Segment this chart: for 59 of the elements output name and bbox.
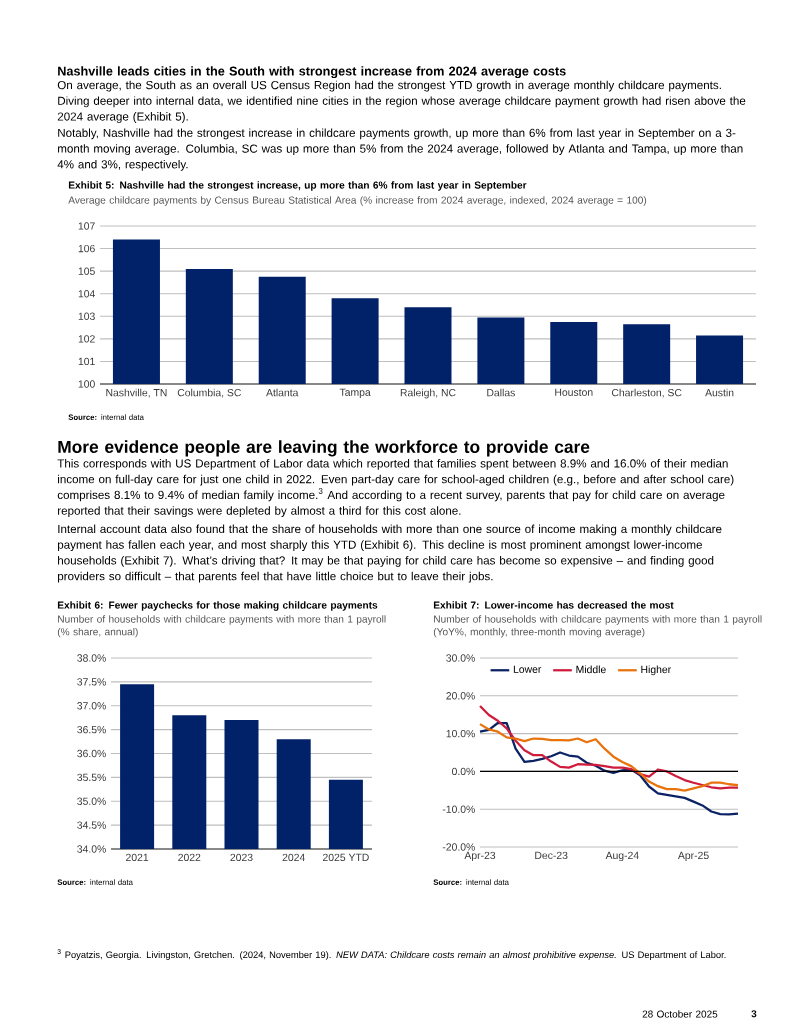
x-tick-label: Houston (555, 388, 593, 396)
text: On average, the South as an overall US Census Region had the strongest YTD growth in average monthly childcare payments. Diving deeper into internal data, we identified nine cities in the region whose average childcare payment growth had risen above the 2024 average (Exhibit 5). (57, 80, 746, 123)
y-tick-label: 107 (78, 222, 95, 230)
chart-title: Exhibit 7: Lower-income has decreased the most (433, 601, 674, 609)
x-tick-label: Austin (705, 388, 734, 397)
text: Notably, Nashville had the strongest increase in childcare payments growth, up more than 6% from last year in September on a 3-month moving average. Columbia, SC was up more than 5% from the 2024 average, followed by Atlanta and Tampa, up more than 4% and 3%, respectively. (57, 128, 743, 171)
x-tick-label: 2023 (230, 853, 253, 862)
text: This corresponds with US Department of Labor data which reported that families spent between 8.9% and 16.0% of their median income on full-day care for just one child in 2022. Even part-day care for school-aged children (e.g., before and after school care) comprises 8.1% to 9.4% of median family income.$^{3}$ And according to a recent survey, parents that pay for child care on average reported that their savings were depleted by almost a third for this cost alone. (57, 459, 734, 518)
text: 28 October 2025 (642, 1010, 718, 1018)
y-tick-label: -10.0% (442, 805, 475, 813)
chart-title: Exhibit 5: Nashville had the strongest increase, up more than 6% from last year in September (68, 181, 527, 191)
y-tick-label: 37.5% (77, 678, 106, 686)
x-tick-label: 2025 YTD (323, 853, 369, 862)
chart-title: Exhibit 6: Fewer paychecks for those making childcare payments (57, 601, 378, 611)
x-tick-label: 2022 (178, 853, 201, 862)
x-tick-label: Columbia, SC (177, 388, 241, 398)
text: More evidence people are leaving the workforce to provide care (58, 440, 590, 457)
y-tick-label: 20.0% (446, 692, 475, 700)
y-tick-label: 100 (78, 380, 95, 388)
x-tick-label: Charleston, SC (611, 388, 682, 398)
y-tick-label: 37.0% (77, 702, 106, 710)
x-tick-label: Nashville, TN (106, 388, 167, 398)
x-tick-label: Dallas (487, 388, 515, 397)
text: 3 (751, 1010, 757, 1018)
x-tick-label: 2021 (126, 853, 149, 862)
chart-subtitle: Number of households with childcare payments with more than 1 payroll (% share, annual) (57, 615, 386, 638)
y-tick-label: 104 (78, 290, 95, 298)
text: Nashville leads cities in the South with strongest increase from 2024 average costs (58, 66, 566, 79)
x-tick-label: Apr-23 (464, 851, 496, 862)
y-tick-label: 106 (78, 244, 95, 253)
y-tick-label: 105 (78, 267, 95, 275)
chart-subtitle: Average childcare payments by Census Bureau Statistical Area (% increase from 2024 average, indexed, 2024 average = 100) (68, 196, 647, 206)
x-tick-label: Tampa (339, 388, 371, 399)
text: $^{3}$ Poyatzis, Georgia. Livingston, Gretchen. (2024, November 19). NEW DATA: Childcare costs remain an almost prohibitive expense. US Department of Labor. (57, 949, 726, 960)
chart-subtitle: Number of households with childcare payments with more than 1 payroll (YoY%, monthly, three-month moving average) (433, 615, 762, 638)
x-tick-label: Dec-23 (535, 851, 568, 860)
y-tick-label: 101 (78, 357, 95, 366)
y-tick-label: 36.5% (77, 725, 106, 734)
y-tick-label: 103 (78, 312, 95, 320)
legend-label: Higher (641, 665, 671, 676)
y-tick-label: 36.0% (77, 749, 106, 758)
legend-label: Lower (513, 665, 542, 673)
y-tick-label: 34.5% (77, 821, 106, 829)
legend-label: Middle (576, 665, 606, 674)
y-tick-label: 35.5% (77, 773, 106, 782)
y-tick-label: -20.0% (442, 843, 475, 851)
x-tick-label: Apr-25 (677, 851, 709, 862)
x-tick-label: 2024 (282, 853, 305, 862)
y-tick-label: 10.0% (446, 729, 475, 738)
text: Internal account data also found that the share of households with more than one source of income making a monthly childcare payment has fallen each year, and most sharply this YTD (Exhibit 6). This decline is most prominent amongst lower-income households (Exhibit 7). What’s driving that? It may be that paying for child care has become so expensive – and finding good providers so difficult – that parents feel that have little choice but to leave their jobs. (58, 524, 722, 583)
x-tick-label: Raleigh, NC (400, 388, 456, 399)
x-tick-label: Atlanta (266, 388, 299, 397)
y-tick-label: 35.0% (77, 797, 106, 805)
x-tick-label: Aug-24 (605, 851, 639, 862)
y-tick-label: 34.0% (77, 845, 106, 853)
y-tick-label: 30.0% (446, 654, 475, 662)
y-tick-label: 38.0% (77, 654, 106, 662)
y-tick-label: 0.0% (451, 767, 475, 776)
y-tick-label: 102 (78, 335, 95, 343)
